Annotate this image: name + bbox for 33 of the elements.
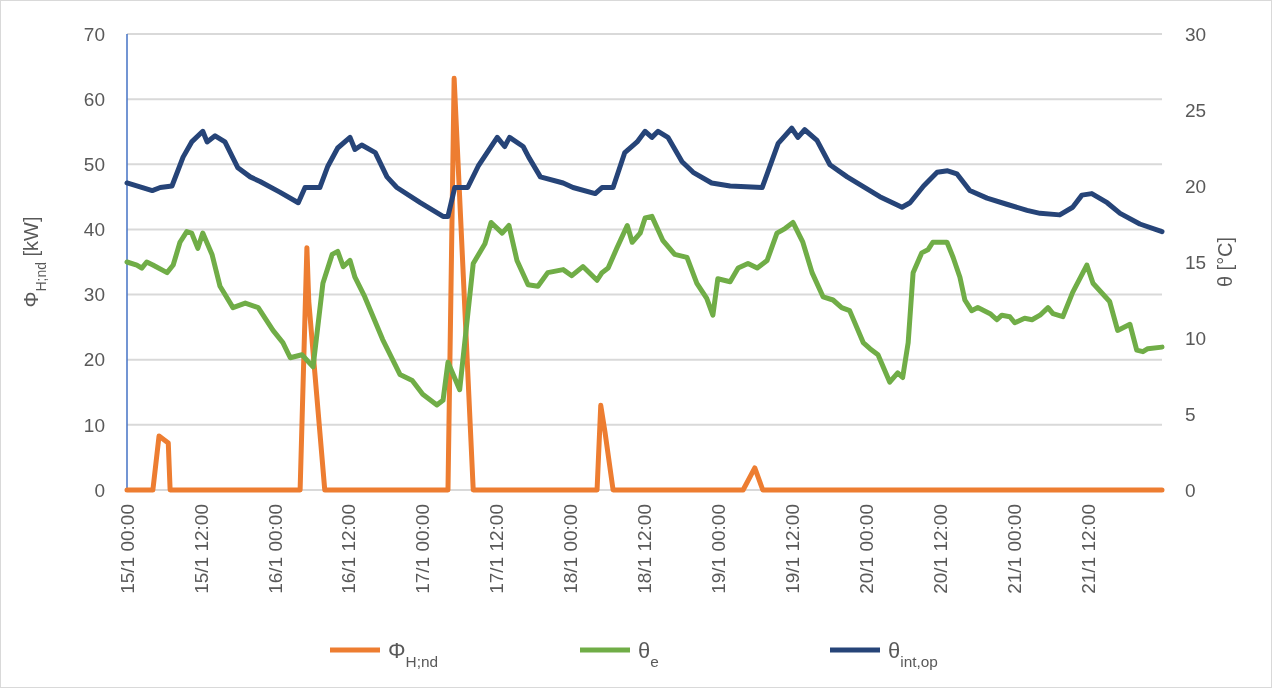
x-tick-label: 17/1 00:00	[412, 504, 434, 594]
y2-tick-label: 10	[1185, 327, 1207, 349]
x-tick-label: 16/1 00:00	[264, 504, 286, 594]
x-tick-label: 17/1 12:00	[486, 504, 508, 594]
x-tick-label: 16/1 12:00	[338, 504, 360, 594]
y2-tick-label: 30	[1185, 23, 1207, 45]
legend-label: Φ$_{H;nd}$	[388, 637, 439, 670]
x-tick-label: 19/1 12:00	[782, 504, 804, 594]
y-tick-label: 20	[83, 349, 105, 371]
y2-tick-label: 20	[1185, 175, 1207, 197]
x-tick-label: 21/1 12:00	[1077, 504, 1099, 594]
y2-tick-label: 15	[1185, 251, 1207, 273]
y-tick-label: 40	[83, 219, 105, 241]
legend-label: θ$_{int,op}$	[888, 637, 938, 670]
legend-label: θ$_{e}$	[638, 637, 659, 670]
x-tick-label: 19/1 00:00	[708, 504, 730, 594]
x-tick-label: 15/1 12:00	[190, 504, 212, 594]
y-tick-label: 70	[83, 23, 105, 45]
y-tick-label: 50	[83, 153, 105, 175]
y2-axis-title: θ [°C]	[1214, 236, 1236, 288]
y-tick-label: 10	[83, 414, 105, 436]
y2-tick-label: 5	[1185, 403, 1196, 425]
y-tick-label: 60	[83, 88, 105, 110]
y2-tick-label: 0	[1185, 479, 1196, 501]
x-tick-label: 15/1 00:00	[116, 504, 138, 594]
x-tick-label: 18/1 00:00	[560, 504, 582, 594]
y-tick-label: 0	[94, 479, 105, 501]
y2-tick-label: 25	[1185, 99, 1207, 121]
x-tick-label: 20/1 00:00	[855, 504, 877, 594]
x-tick-label: 21/1 00:00	[1003, 504, 1025, 594]
x-tick-label: 20/1 12:00	[929, 504, 951, 594]
y-tick-label: 30	[83, 284, 105, 306]
x-tick-label: 18/1 12:00	[634, 504, 656, 594]
